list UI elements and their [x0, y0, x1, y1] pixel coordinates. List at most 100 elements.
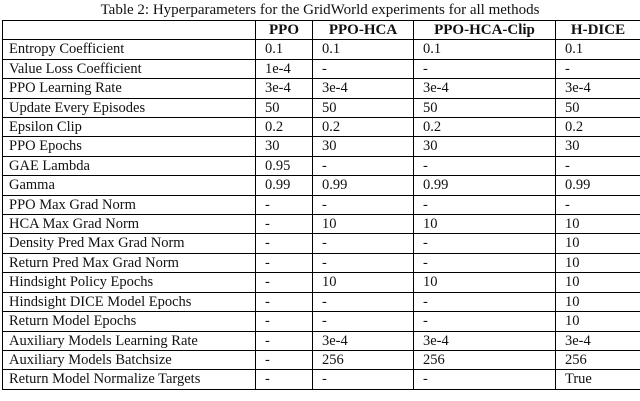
param-name-cell: Auxiliary Models Batchsize	[2, 349, 256, 371]
value-cell-ppo-hca-clip: 3e-4	[413, 78, 556, 99]
value-cell-ppo-hca-clip: 3e-4	[413, 330, 556, 351]
param-name-cell: Density Pred Max Grad Norm	[2, 233, 256, 254]
value-cell-ppo-hca-clip: -	[413, 252, 556, 274]
value-cell-h-dice: 10	[555, 291, 640, 313]
value-cell-ppo-hca-clip: 0.99	[413, 175, 556, 196]
table-row: Update Every Episodes 50 50 50 50	[2, 97, 640, 119]
value-cell-ppo: 1e-4	[255, 58, 313, 80]
value-cell-ppo-hca: 256	[312, 349, 414, 371]
value-cell-ppo-hca: 30	[312, 136, 414, 157]
param-name-cell: Gamma	[2, 175, 256, 196]
value-cell-ppo: -	[255, 311, 313, 332]
table-row: Hindsight Policy Epochs - 10 10 10	[2, 272, 640, 293]
value-cell-h-dice: -	[555, 58, 640, 80]
value-cell-h-dice: -	[555, 155, 640, 177]
param-name-cell: PPO Epochs	[2, 136, 256, 157]
value-cell-ppo-hca-clip: -	[413, 194, 556, 216]
param-name-cell: PPO Max Grad Norm	[2, 194, 256, 216]
value-cell-ppo-hca: -	[312, 155, 414, 177]
table-row: Return Model Epochs - - - 10	[2, 311, 640, 332]
value-cell-ppo: 0.1	[255, 39, 313, 60]
table-row: HCA Max Grad Norm - 10 10 10	[2, 214, 640, 235]
value-cell-ppo-hca: 0.2	[312, 117, 414, 138]
value-cell-ppo-hca-clip: -	[413, 233, 556, 254]
value-cell-h-dice: True	[555, 369, 640, 390]
value-cell-h-dice: 0.2	[555, 117, 640, 138]
hyperparameters-table: PPO PPO-HCA PPO-HCA-Clip H-DICE Entropy …	[2, 19, 640, 390]
value-cell-ppo-hca-clip: 256	[413, 349, 556, 371]
table-row: Auxiliary Models Learning Rate - 3e-4 3e…	[2, 330, 640, 351]
value-cell-ppo: -	[255, 272, 313, 293]
table-row: GAE Lambda 0.95 - - -	[2, 155, 640, 177]
table-body: Entropy Coefficient 0.1 0.1 0.1 0.1 Valu…	[2, 39, 640, 390]
value-cell-h-dice: 50	[555, 97, 640, 119]
table-caption: Table 2: Hyperparameters for the GridWor…	[100, 2, 540, 18]
value-cell-ppo-hca-clip: 10	[413, 272, 556, 293]
table-row: Return Pred Max Grad Norm - - - 10	[2, 252, 640, 274]
header-cell-h-dice: H-DICE	[555, 19, 640, 41]
value-cell-h-dice: 10	[555, 233, 640, 254]
table-row: PPO Learning Rate 3e-4 3e-4 3e-4 3e-4	[2, 78, 640, 99]
value-cell-ppo-hca: -	[312, 58, 414, 80]
value-cell-ppo-hca: -	[312, 194, 414, 216]
param-name-cell: HCA Max Grad Norm	[2, 214, 256, 235]
value-cell-ppo: -	[255, 252, 313, 274]
value-cell-ppo-hca: 0.99	[312, 175, 414, 196]
value-cell-ppo-hca-clip: -	[413, 58, 556, 80]
header-cell-ppo-hca-clip: PPO-HCA-Clip	[413, 19, 556, 41]
value-cell-ppo: 50	[255, 97, 313, 119]
value-cell-h-dice: 3e-4	[555, 330, 640, 351]
param-name-cell: PPO Learning Rate	[2, 78, 256, 99]
value-cell-h-dice: -	[555, 194, 640, 216]
value-cell-ppo-hca: 10	[312, 272, 414, 293]
param-name-cell: Update Every Episodes	[2, 97, 256, 119]
value-cell-h-dice: 0.1	[555, 39, 640, 60]
value-cell-ppo-hca: 10	[312, 214, 414, 235]
table-row: Entropy Coefficient 0.1 0.1 0.1 0.1	[2, 39, 640, 60]
value-cell-ppo: 30	[255, 136, 313, 157]
param-name-cell: GAE Lambda	[2, 155, 256, 177]
value-cell-h-dice: 10	[555, 272, 640, 293]
value-cell-h-dice: 10	[555, 252, 640, 274]
value-cell-ppo-hca-clip: -	[413, 311, 556, 332]
value-cell-ppo: 0.95	[255, 155, 313, 177]
value-cell-ppo-hca-clip: -	[413, 369, 556, 390]
param-name-cell: Return Model Epochs	[2, 311, 256, 332]
value-cell-ppo: 0.99	[255, 175, 313, 196]
header-row: PPO PPO-HCA PPO-HCA-Clip H-DICE	[2, 19, 640, 41]
table-row: PPO Epochs 30 30 30 30	[2, 136, 640, 157]
value-cell-ppo-hca: -	[312, 233, 414, 254]
header-cell-empty	[2, 19, 256, 41]
value-cell-h-dice: 0.99	[555, 175, 640, 196]
table-row: Density Pred Max Grad Norm - - - 10	[2, 233, 640, 254]
param-name-cell: Return Pred Max Grad Norm	[2, 252, 256, 274]
param-name-cell: Hindsight DICE Model Epochs	[2, 291, 256, 313]
param-name-cell: Auxiliary Models Learning Rate	[2, 330, 256, 351]
value-cell-h-dice: 30	[555, 136, 640, 157]
value-cell-ppo: -	[255, 233, 313, 254]
table-row: Gamma 0.99 0.99 0.99 0.99	[2, 175, 640, 196]
value-cell-ppo-hca-clip: 0.2	[413, 117, 556, 138]
header-cell-ppo: PPO	[255, 19, 313, 41]
param-name-cell: Return Model Normalize Targets	[2, 369, 256, 390]
value-cell-ppo-hca-clip: 50	[413, 97, 556, 119]
table-row: PPO Max Grad Norm - - - -	[2, 194, 640, 216]
value-cell-ppo-hca: -	[312, 291, 414, 313]
value-cell-ppo: 0.2	[255, 117, 313, 138]
table-row: Auxiliary Models Batchsize - 256 256 256	[2, 349, 640, 371]
value-cell-ppo: -	[255, 330, 313, 351]
value-cell-ppo: 3e-4	[255, 78, 313, 99]
value-cell-h-dice: 256	[555, 349, 640, 371]
table-row: Hindsight DICE Model Epochs - - - 10	[2, 291, 640, 313]
value-cell-ppo-hca-clip: -	[413, 155, 556, 177]
value-cell-ppo: -	[255, 369, 313, 390]
value-cell-h-dice: 10	[555, 214, 640, 235]
value-cell-h-dice: 3e-4	[555, 78, 640, 99]
value-cell-ppo: -	[255, 214, 313, 235]
value-cell-ppo-hca: -	[312, 311, 414, 332]
table-row: Epsilon Clip 0.2 0.2 0.2 0.2	[2, 117, 640, 138]
value-cell-h-dice: 10	[555, 311, 640, 332]
param-name-cell: Value Loss Coefficient	[2, 58, 256, 80]
value-cell-ppo-hca: -	[312, 252, 414, 274]
